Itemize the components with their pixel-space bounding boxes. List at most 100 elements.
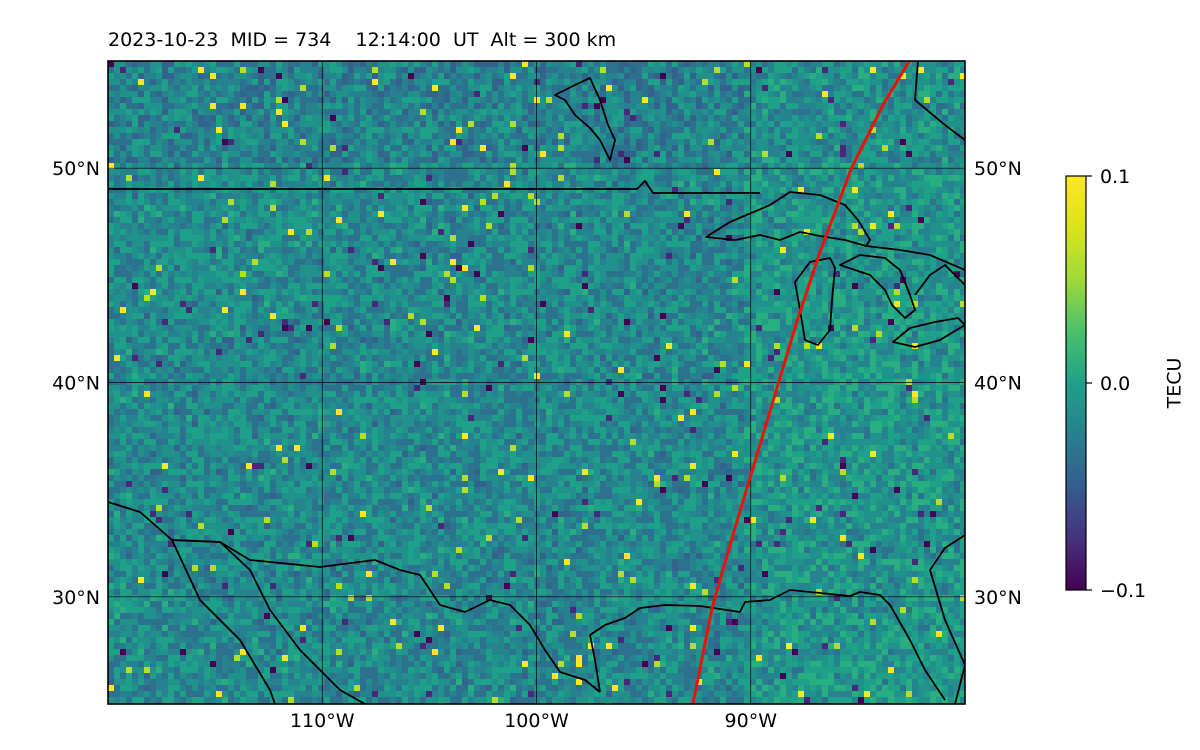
tec-cell (330, 67, 336, 73)
tec-cell (822, 187, 828, 193)
tec-cell (492, 217, 498, 223)
tec-cell (600, 253, 606, 259)
tec-cell (756, 199, 762, 205)
tec-cell (204, 175, 210, 181)
tec-cell (912, 115, 918, 121)
tec-cell (858, 205, 864, 211)
tec-cell (264, 139, 270, 145)
tec-cell (696, 97, 702, 103)
tec-cell (900, 217, 906, 223)
tec-cell (636, 85, 642, 91)
tec-cell (684, 127, 690, 133)
tec-cell (282, 205, 288, 211)
tec-cell (156, 103, 162, 109)
tec-cell (828, 127, 834, 133)
tec-cell (720, 229, 726, 235)
tec-cell (666, 73, 672, 79)
tec-cell (138, 193, 144, 199)
tec-cell (186, 259, 192, 265)
tec-cell (120, 97, 126, 103)
tec-cell (282, 85, 288, 91)
tec-cell (810, 109, 816, 115)
tec-cell (468, 103, 474, 109)
tec-cell (486, 205, 492, 211)
tec-cell (582, 235, 588, 241)
tec-cell (156, 121, 162, 127)
tec-cell (390, 91, 396, 97)
tec-cell (894, 211, 900, 217)
tec-cell (468, 253, 474, 259)
tec-cell (744, 133, 750, 139)
tec-cell (264, 229, 270, 235)
tec-cell (186, 211, 192, 217)
tec-cell (696, 151, 702, 157)
tec-cell (408, 223, 414, 229)
tec-cell (264, 145, 270, 151)
tec-cell (390, 67, 396, 73)
tec-cell (546, 151, 552, 157)
tec-cell (642, 145, 648, 151)
tec-cell (702, 109, 708, 115)
tec-cell (936, 229, 942, 235)
tec-cell (468, 223, 474, 229)
tec-cell (522, 217, 528, 223)
tec-cell (150, 229, 156, 235)
tec-cell (834, 139, 840, 145)
tec-cell (186, 73, 192, 79)
tec-cell (696, 211, 702, 217)
tec-cell (408, 241, 414, 247)
tec-cell (618, 151, 624, 157)
tec-cell (768, 145, 774, 151)
tec-cell (348, 211, 354, 217)
tec-cell (792, 133, 798, 139)
tec-cell (276, 193, 282, 199)
tec-cell (360, 229, 366, 235)
tec-cell (510, 199, 516, 205)
tec-cell (618, 121, 624, 127)
tec-cell (780, 247, 786, 253)
tec-cell (120, 103, 126, 109)
tec-cell (732, 91, 738, 97)
tec-cell (570, 247, 576, 253)
tec-cell (864, 85, 870, 91)
tec-cell (558, 205, 564, 211)
tec-cell (774, 211, 780, 217)
tec-cell (690, 121, 696, 127)
tec-cell (576, 139, 582, 145)
tec-cell (828, 103, 834, 109)
tec-cell (720, 145, 726, 151)
tec-cell (450, 139, 456, 145)
tec-cell (114, 265, 120, 271)
tec-cell (204, 241, 210, 247)
tec-cell (624, 235, 630, 241)
tec-cell (546, 61, 552, 67)
tec-cell (414, 109, 420, 115)
tec-cell (528, 241, 534, 247)
tec-cell (912, 103, 918, 109)
tec-cell (882, 61, 888, 67)
tec-cell (492, 253, 498, 259)
tec-cell (222, 67, 228, 73)
tec-cell (606, 247, 612, 253)
tec-cell (282, 241, 288, 247)
tec-cell (216, 211, 222, 217)
tec-cell (312, 241, 318, 247)
tec-cell (234, 67, 240, 73)
tec-cell (126, 145, 132, 151)
tec-cell (438, 139, 444, 145)
tec-cell (930, 85, 936, 91)
tec-cell (798, 241, 804, 247)
tec-cell (780, 211, 786, 217)
tec-cell (348, 175, 354, 181)
tec-cell (528, 121, 534, 127)
tec-cell (474, 217, 480, 223)
tec-cell (864, 211, 870, 217)
tec-cell (360, 199, 366, 205)
tec-cell (318, 73, 324, 79)
tec-cell (798, 91, 804, 97)
tec-cell (852, 97, 858, 103)
tec-cell (180, 115, 186, 121)
tec-cell (330, 169, 336, 175)
tec-cell (690, 109, 696, 115)
tec-cell (282, 181, 288, 187)
